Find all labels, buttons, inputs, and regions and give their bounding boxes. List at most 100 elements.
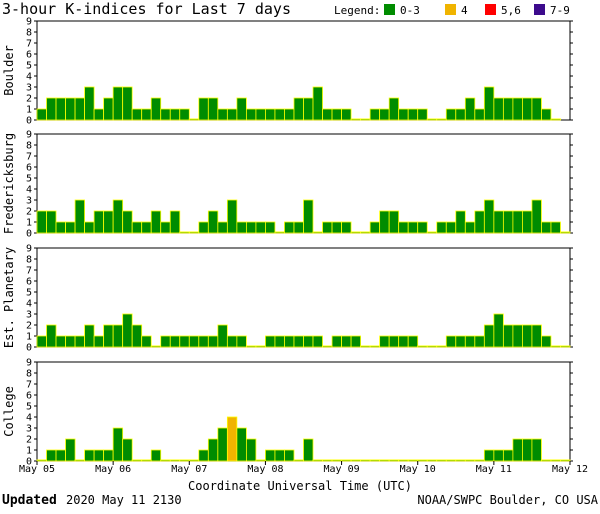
y-tick-label: 2 bbox=[26, 435, 32, 446]
k-index-bar bbox=[522, 210, 533, 234]
k-index-bar bbox=[217, 221, 228, 234]
k-index-bar bbox=[207, 97, 219, 121]
k-index-bar bbox=[350, 231, 362, 234]
k-index-bar bbox=[369, 459, 381, 462]
k-index-bar bbox=[483, 199, 495, 234]
k-index-bar bbox=[417, 108, 428, 121]
k-index-bar bbox=[502, 97, 514, 121]
k-index-bar bbox=[150, 345, 162, 348]
k-index-bar bbox=[236, 97, 247, 121]
k-index-bar bbox=[474, 335, 485, 348]
k-index-bar bbox=[36, 335, 47, 348]
y-tick-label: 1 bbox=[26, 105, 32, 116]
k-index-bar bbox=[493, 210, 504, 234]
x-tick-label: May 09 bbox=[324, 464, 360, 475]
k-index-bar bbox=[502, 324, 514, 348]
k-index-bar bbox=[360, 118, 371, 121]
k-index-bar bbox=[322, 345, 333, 348]
k-index-bar bbox=[341, 108, 352, 121]
k-index-bar bbox=[65, 438, 76, 462]
y-tick-label: 2 bbox=[26, 207, 32, 218]
k-index-bar bbox=[360, 345, 371, 348]
k-index-bar bbox=[112, 199, 124, 234]
k-index-bar bbox=[255, 221, 266, 234]
y-tick-label: 3 bbox=[26, 196, 32, 207]
k-index-bar bbox=[436, 221, 447, 234]
k-index-bar bbox=[502, 210, 514, 234]
k-index-bar bbox=[341, 459, 352, 462]
k-index-bar bbox=[188, 335, 200, 348]
k-index-bar bbox=[226, 416, 238, 462]
k-index-bar bbox=[131, 459, 143, 462]
k-index-bar bbox=[131, 108, 143, 121]
y-tick-label: 7 bbox=[26, 39, 32, 50]
y-tick-label: 7 bbox=[26, 266, 32, 277]
k-index-bar bbox=[512, 210, 523, 234]
k-index-bar bbox=[531, 324, 542, 348]
k-index-bar bbox=[474, 210, 485, 234]
k-index-bar bbox=[293, 97, 304, 121]
x-tick-label: May 12 bbox=[552, 464, 588, 475]
k-index-bar bbox=[560, 459, 571, 462]
y-tick-label: 1 bbox=[26, 218, 32, 229]
k-index-bar bbox=[122, 210, 133, 234]
k-index-bar bbox=[350, 118, 362, 121]
k-index-bar bbox=[445, 221, 457, 234]
k-index-bar bbox=[436, 459, 447, 462]
y-tick-label: 1 bbox=[26, 446, 32, 457]
k-index-bar bbox=[350, 459, 362, 462]
k-index-bar bbox=[55, 221, 66, 234]
k-index-bar bbox=[112, 324, 124, 348]
k-index-bar bbox=[46, 324, 57, 348]
k-index-bar bbox=[84, 449, 95, 462]
y-tick-label: 3 bbox=[26, 424, 32, 435]
k-index-bar bbox=[207, 210, 219, 234]
k-index-bar bbox=[483, 324, 495, 348]
k-index-bar bbox=[303, 97, 314, 121]
k-index-bar bbox=[179, 108, 190, 121]
k-index-bar bbox=[74, 459, 85, 462]
updated-time: 2020 May 11 2130 bbox=[66, 493, 182, 507]
k-index-bar bbox=[198, 97, 209, 121]
k-index-bar bbox=[369, 345, 381, 348]
y-tick-label: 6 bbox=[26, 277, 32, 288]
y-tick-label: 2 bbox=[26, 94, 32, 105]
k-index-bar bbox=[560, 345, 571, 348]
k-index-bar bbox=[150, 210, 162, 234]
y-tick-label: 9 bbox=[26, 244, 32, 255]
y-tick-label: 0 bbox=[26, 343, 32, 354]
k-index-bar bbox=[417, 221, 428, 234]
k-index-bar bbox=[179, 231, 190, 234]
legend-swatch bbox=[534, 4, 545, 15]
k-index-bar bbox=[531, 199, 542, 234]
y-tick-label: 9 bbox=[26, 358, 32, 369]
k-index-bar bbox=[293, 335, 304, 348]
k-index-bar bbox=[541, 459, 552, 462]
legend-item-label: 7-9 bbox=[550, 4, 570, 17]
k-index-bar bbox=[388, 210, 400, 234]
k-index-bar bbox=[483, 86, 495, 121]
k-index-bar bbox=[274, 108, 285, 121]
k-index-bar bbox=[160, 335, 171, 348]
y-tick-label: 5 bbox=[26, 288, 32, 299]
k-index-bar bbox=[407, 335, 419, 348]
k-index-bar bbox=[255, 459, 266, 462]
k-index-bar bbox=[112, 86, 124, 121]
k-index-bar bbox=[417, 345, 428, 348]
k-index-bar bbox=[350, 335, 362, 348]
k-index-bar bbox=[426, 345, 438, 348]
k-index-bar bbox=[341, 221, 352, 234]
k-index-bar bbox=[150, 449, 162, 462]
k-index-bar bbox=[226, 335, 238, 348]
k-index-bar bbox=[512, 324, 523, 348]
k-index-bar bbox=[512, 438, 523, 462]
k-index-bar bbox=[236, 221, 247, 234]
y-tick-label: 5 bbox=[26, 174, 32, 185]
k-index-bar bbox=[493, 313, 504, 348]
k-index-bar bbox=[398, 221, 409, 234]
k-index-bar bbox=[312, 86, 323, 121]
k-index-bar bbox=[65, 335, 76, 348]
